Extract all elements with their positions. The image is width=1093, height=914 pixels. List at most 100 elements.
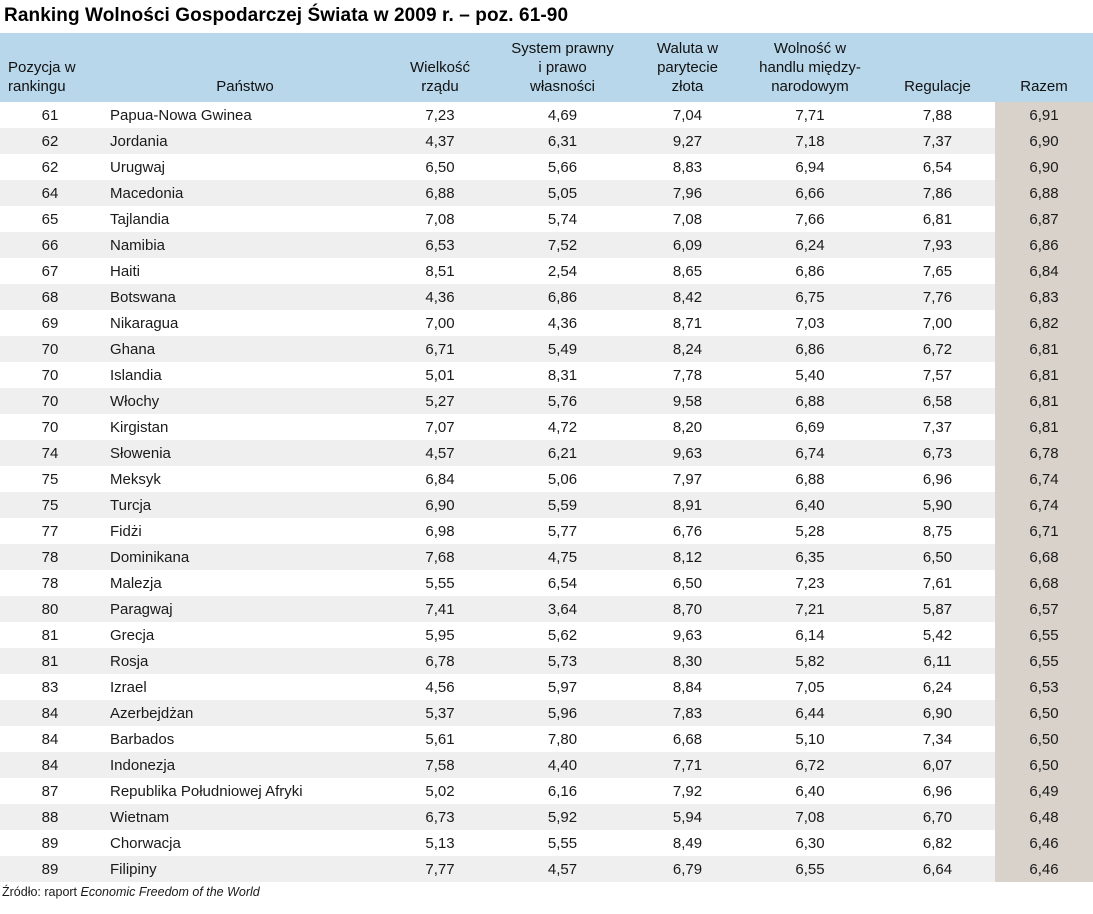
value-cell: 5,27	[390, 388, 490, 414]
table-row: 69 Nikaragua 7,00 4,36 8,71 7,03 7,00 6,82	[0, 310, 1093, 336]
table-row: 88 Wietnam 6,73 5,92 5,94 7,08 6,70 6,48	[0, 804, 1093, 830]
col-header-regulation: Regulacje	[880, 33, 995, 102]
source-note: Źródło: raport Economic Freedom of the W…	[0, 882, 1093, 903]
rank-cell: 66	[0, 232, 100, 258]
value-cell: 6,82	[880, 830, 995, 856]
value-cell: 5,49	[490, 336, 635, 362]
value-cell: 6,40	[740, 492, 880, 518]
total-cell: 6,90	[995, 128, 1093, 154]
value-cell: 5,92	[490, 804, 635, 830]
total-cell: 6,74	[995, 492, 1093, 518]
value-cell: 9,27	[635, 128, 740, 154]
rank-cell: 70	[0, 336, 100, 362]
value-cell: 6,72	[880, 336, 995, 362]
value-cell: 5,01	[390, 362, 490, 388]
value-cell: 6,79	[635, 856, 740, 882]
value-cell: 7,92	[635, 778, 740, 804]
value-cell: 7,88	[880, 102, 995, 128]
value-cell: 7,58	[390, 752, 490, 778]
value-cell: 7,78	[635, 362, 740, 388]
value-cell: 6,68	[635, 726, 740, 752]
value-cell: 7,77	[390, 856, 490, 882]
value-cell: 5,90	[880, 492, 995, 518]
country-cell: Słowenia	[100, 440, 390, 466]
col-header-total: Razem	[995, 33, 1093, 102]
value-cell: 8,71	[635, 310, 740, 336]
total-cell: 6,68	[995, 570, 1093, 596]
value-cell: 4,57	[490, 856, 635, 882]
source-prefix: Źródło: raport	[2, 885, 81, 899]
country-cell: Izrael	[100, 674, 390, 700]
rank-cell: 65	[0, 206, 100, 232]
table-row: 84 Indonezja 7,58 4,40 7,71 6,72 6,07 6,50	[0, 752, 1093, 778]
rank-cell: 62	[0, 154, 100, 180]
total-cell: 6,71	[995, 518, 1093, 544]
table-row: 62 Urugwaj 6,50 5,66 8,83 6,94 6,54 6,90	[0, 154, 1093, 180]
value-cell: 6,54	[880, 154, 995, 180]
table-row: 64 Macedonia 6,88 5,05 7,96 6,66 7,86 6,88	[0, 180, 1093, 206]
table-row: 75 Meksyk 6,84 5,06 7,97 6,88 6,96 6,74	[0, 466, 1093, 492]
col-header-government-size: Wielkość rządu	[390, 33, 490, 102]
rank-cell: 74	[0, 440, 100, 466]
value-cell: 5,37	[390, 700, 490, 726]
value-cell: 4,75	[490, 544, 635, 570]
ranking-table: Pozycja w rankingu Państwo Wielkość rząd…	[0, 33, 1093, 882]
value-cell: 6,07	[880, 752, 995, 778]
rank-cell: 89	[0, 856, 100, 882]
value-cell: 5,73	[490, 648, 635, 674]
value-cell: 5,87	[880, 596, 995, 622]
rank-cell: 70	[0, 362, 100, 388]
value-cell: 5,82	[740, 648, 880, 674]
value-cell: 6,50	[390, 154, 490, 180]
value-cell: 6,88	[740, 388, 880, 414]
table-row: 77 Fidżi 6,98 5,77 6,76 5,28 8,75 6,71	[0, 518, 1093, 544]
rank-cell: 78	[0, 544, 100, 570]
total-cell: 6,50	[995, 726, 1093, 752]
value-cell: 4,69	[490, 102, 635, 128]
country-cell: Botswana	[100, 284, 390, 310]
total-cell: 6,81	[995, 388, 1093, 414]
total-cell: 6,46	[995, 830, 1093, 856]
country-cell: Turcja	[100, 492, 390, 518]
value-cell: 6,74	[740, 440, 880, 466]
rank-cell: 68	[0, 284, 100, 310]
value-cell: 7,80	[490, 726, 635, 752]
value-cell: 8,75	[880, 518, 995, 544]
total-cell: 6,50	[995, 700, 1093, 726]
value-cell: 7,23	[740, 570, 880, 596]
value-cell: 7,76	[880, 284, 995, 310]
value-cell: 6,96	[880, 466, 995, 492]
table-row: 62 Jordania 4,37 6,31 9,27 7,18 7,37 6,90	[0, 128, 1093, 154]
rank-cell: 64	[0, 180, 100, 206]
table-row: 81 Rosja 6,78 5,73 8,30 5,82 6,11 6,55	[0, 648, 1093, 674]
total-cell: 6,84	[995, 258, 1093, 284]
value-cell: 2,54	[490, 258, 635, 284]
value-cell: 6,69	[740, 414, 880, 440]
rank-cell: 83	[0, 674, 100, 700]
value-cell: 7,86	[880, 180, 995, 206]
value-cell: 6,55	[740, 856, 880, 882]
value-cell: 8,91	[635, 492, 740, 518]
value-cell: 6,31	[490, 128, 635, 154]
col-header-country: Państwo	[100, 33, 390, 102]
rank-cell: 80	[0, 596, 100, 622]
country-cell: Jordania	[100, 128, 390, 154]
page-title: Ranking Wolności Gospodarczej Świata w 2…	[4, 5, 569, 26]
table-row: 87 Republika Południowej Afryki 5,02 6,16 7,…	[0, 778, 1093, 804]
table-row: 74 Słowenia 4,57 6,21 9,63 6,74 6,73 6,78	[0, 440, 1093, 466]
value-cell: 6,50	[635, 570, 740, 596]
country-cell: Republika Południowej Afryki	[100, 778, 390, 804]
total-cell: 6,81	[995, 336, 1093, 362]
total-cell: 6,90	[995, 154, 1093, 180]
col-header-trade-freedom: Wolność w handlu między- narodowym	[740, 33, 880, 102]
value-cell: 7,05	[740, 674, 880, 700]
value-cell: 6,64	[880, 856, 995, 882]
value-cell: 6,24	[740, 232, 880, 258]
value-cell: 7,61	[880, 570, 995, 596]
table-row: 66 Namibia 6,53 7,52 6,09 6,24 7,93 6,86	[0, 232, 1093, 258]
total-cell: 6,82	[995, 310, 1093, 336]
value-cell: 6,44	[740, 700, 880, 726]
value-cell: 7,71	[740, 102, 880, 128]
total-cell: 6,81	[995, 362, 1093, 388]
country-cell: Nikaragua	[100, 310, 390, 336]
